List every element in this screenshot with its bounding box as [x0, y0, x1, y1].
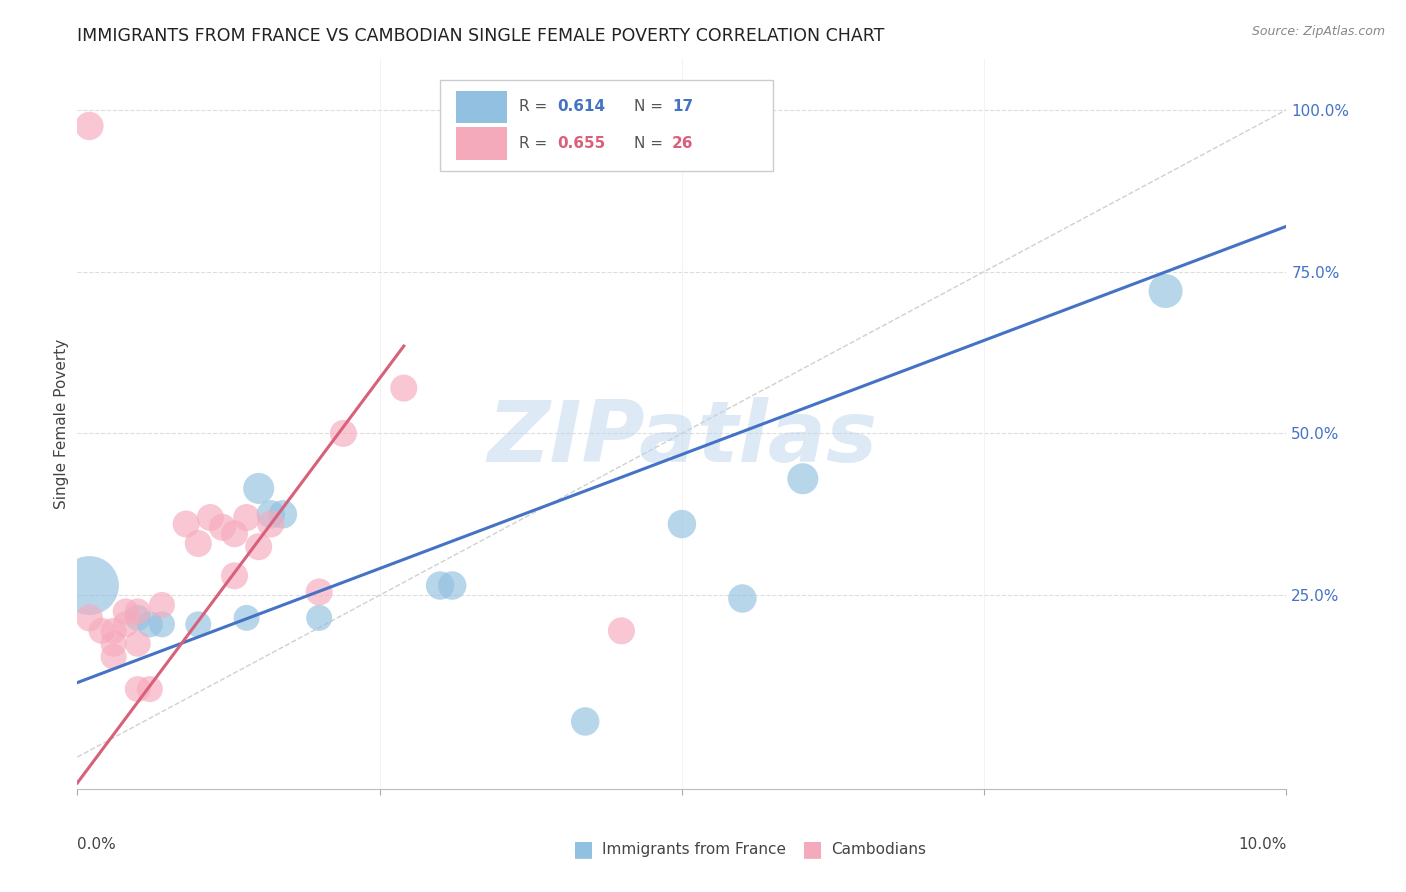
Text: 0.655: 0.655 — [557, 136, 606, 151]
Point — [103, 637, 125, 651]
Text: 10.0%: 10.0% — [1239, 837, 1286, 852]
FancyBboxPatch shape — [440, 80, 773, 171]
Text: ■: ■ — [574, 839, 593, 859]
Point — [200, 510, 222, 524]
Point — [139, 682, 162, 697]
Point — [247, 540, 270, 554]
FancyBboxPatch shape — [456, 128, 506, 160]
Text: Source: ZipAtlas.com: Source: ZipAtlas.com — [1251, 25, 1385, 38]
Text: 0.614: 0.614 — [557, 100, 606, 114]
Point — [235, 611, 257, 625]
Text: ZIPatlas: ZIPatlas — [486, 397, 877, 480]
Y-axis label: Single Female Poverty: Single Female Poverty — [53, 339, 69, 508]
Point — [671, 516, 693, 531]
Point — [211, 520, 233, 534]
FancyBboxPatch shape — [456, 91, 506, 123]
Point — [429, 578, 451, 592]
Text: 26: 26 — [672, 136, 693, 151]
Point — [731, 591, 754, 606]
Point — [127, 604, 149, 618]
Text: Cambodians: Cambodians — [831, 842, 927, 856]
Point — [441, 578, 464, 592]
Point — [114, 617, 136, 632]
Text: N =: N = — [634, 136, 668, 151]
Point — [332, 426, 354, 441]
Point — [392, 381, 415, 395]
Text: ■: ■ — [803, 839, 823, 859]
Point — [247, 482, 270, 496]
Point — [139, 617, 162, 632]
Point — [260, 516, 283, 531]
Point — [150, 617, 173, 632]
Point — [187, 536, 209, 550]
Point — [127, 682, 149, 697]
Point — [174, 516, 197, 531]
Point — [308, 611, 330, 625]
Point — [127, 637, 149, 651]
Text: Immigrants from France: Immigrants from France — [602, 842, 786, 856]
Point — [260, 508, 283, 522]
Point — [224, 569, 246, 583]
Point — [271, 508, 294, 522]
Text: R =: R = — [519, 100, 551, 114]
Point — [235, 510, 257, 524]
Point — [114, 604, 136, 618]
Point — [79, 119, 101, 133]
Point — [150, 598, 173, 612]
Text: R =: R = — [519, 136, 551, 151]
Point — [127, 611, 149, 625]
Point — [79, 578, 101, 592]
Point — [308, 585, 330, 599]
Point — [90, 624, 112, 638]
Point — [792, 472, 814, 486]
Point — [187, 617, 209, 632]
Point — [79, 611, 101, 625]
Point — [574, 714, 596, 729]
Text: IMMIGRANTS FROM FRANCE VS CAMBODIAN SINGLE FEMALE POVERTY CORRELATION CHART: IMMIGRANTS FROM FRANCE VS CAMBODIAN SING… — [77, 28, 884, 45]
Point — [103, 624, 125, 638]
Text: N =: N = — [634, 100, 668, 114]
Text: 17: 17 — [672, 100, 693, 114]
Text: 0.0%: 0.0% — [77, 837, 117, 852]
Point — [1154, 284, 1177, 298]
Point — [610, 624, 633, 638]
Point — [103, 649, 125, 664]
Point — [224, 526, 246, 541]
